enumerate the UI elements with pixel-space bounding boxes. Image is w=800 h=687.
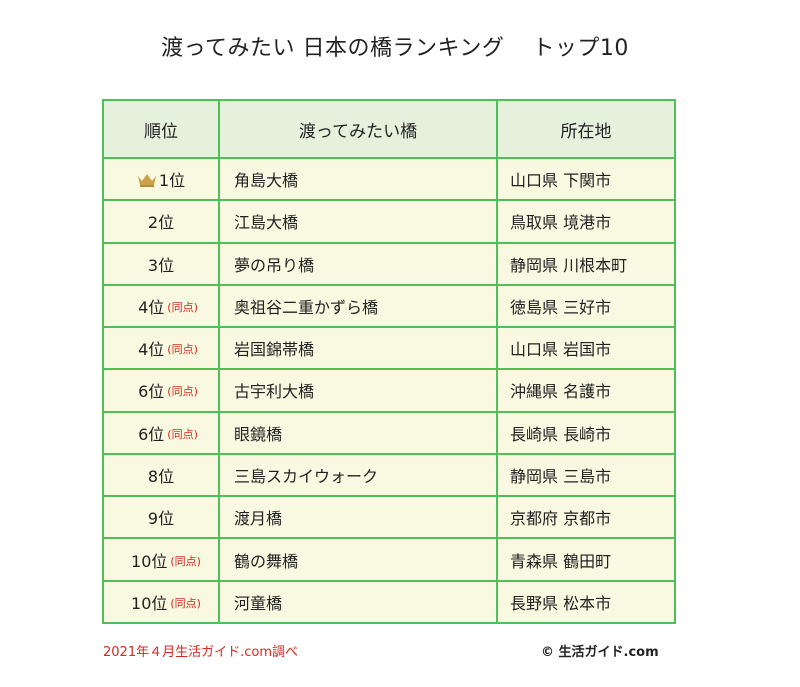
header-bridge: 渡ってみたい橋: [218, 99, 498, 159]
rank-cell: 3位: [102, 241, 220, 286]
rank-cell: 10位 (同点): [102, 579, 220, 625]
title-sub: トップ10: [532, 36, 629, 61]
table-row: 9位 渡月橋 京都府 京都市: [102, 495, 676, 540]
ranking-table: 順位 渡ってみたい橋 所在地 1位 角島大橋 山口県 下関市 2位 江島大橋 鳥…: [102, 99, 676, 625]
rank-label: 10位: [131, 593, 168, 613]
bridge-name: 岩国錦帯橋: [218, 326, 498, 371]
rank-label: 4位: [138, 340, 165, 360]
crown-icon: [137, 172, 157, 191]
bridge-name: 河童橋: [218, 579, 498, 625]
rank-label: 6位: [138, 382, 165, 402]
bridge-location: 鳥取県 境港市: [496, 199, 676, 244]
table-row: 10位 (同点) 河童橋 長野県 松本市: [102, 579, 676, 625]
tie-label: (同点): [167, 427, 198, 441]
bridge-name: 眼鏡橋: [218, 410, 498, 455]
header-rank: 順位: [102, 99, 220, 159]
table-header-row: 順位 渡ってみたい橋 所在地: [102, 99, 676, 159]
table-row: 4位 (同点) 奥祖谷二重かずら橋 徳島県 三好市: [102, 283, 676, 329]
tie-label: (同点): [167, 385, 198, 399]
bridge-location: 沖縄県 名護市: [496, 368, 676, 413]
header-location: 所在地: [496, 99, 676, 159]
bridge-location: 山口県 下関市: [496, 156, 676, 202]
table-row: 3位 夢の吊り橋 静岡県 川根本町: [102, 241, 676, 286]
bridge-name: 鶴の舞橋: [218, 537, 498, 582]
bridge-name: 角島大橋: [218, 156, 498, 202]
bridge-name: 古宇利大橋: [218, 368, 498, 413]
rank-label: 9位: [147, 509, 175, 529]
tie-label: (同点): [167, 343, 198, 357]
rank-cell: 2位: [102, 199, 220, 244]
tie-label: (同点): [170, 596, 201, 610]
bridge-location: 徳島県 三好市: [496, 283, 676, 329]
rank-cell: 9位: [102, 495, 220, 540]
rank-cell: 4位 (同点): [102, 326, 220, 371]
source-note: 2021年４月生活ガイド.com調べ: [103, 645, 298, 660]
rank-label: 1位: [158, 171, 186, 191]
table-row: 2位 江島大橋 鳥取県 境港市: [102, 199, 676, 244]
rank-label: 2位: [147, 213, 175, 233]
bridge-location: 長野県 松本市: [496, 579, 676, 625]
rank-cell: 10位 (同点): [102, 537, 220, 582]
copyright-note: © 生活ガイド.com: [541, 645, 659, 660]
table-row: 10位 (同点) 鶴の舞橋 青森県 鶴田町: [102, 537, 676, 582]
table-row: 8位 三島スカイウォーク 静岡県 三島市: [102, 452, 676, 498]
tie-label: (同点): [170, 554, 201, 568]
bridge-location: 静岡県 三島市: [496, 452, 676, 498]
rank-cell: 4位 (同点): [102, 283, 220, 329]
bridge-location: 静岡県 川根本町: [496, 241, 676, 286]
rank-cell: 8位: [102, 452, 220, 498]
bridge-location: 長崎県 長崎市: [496, 410, 676, 455]
bridge-name: 江島大橋: [218, 199, 498, 244]
rank-cell: 6位 (同点): [102, 410, 220, 455]
bridge-location: 京都府 京都市: [496, 495, 676, 540]
bridge-name: 渡月橋: [218, 495, 498, 540]
table-row: 1位 角島大橋 山口県 下関市: [102, 156, 676, 202]
bridge-name: 奥祖谷二重かずら橋: [218, 283, 498, 329]
bridge-name: 三島スカイウォーク: [218, 452, 498, 498]
tie-label: (同点): [167, 300, 198, 314]
bridge-name: 夢の吊り橋: [218, 241, 498, 286]
title-main: 渡ってみたい 日本の橋ランキング: [161, 36, 505, 61]
rank-label: 8位: [147, 466, 175, 486]
rank-label: 4位: [138, 297, 165, 317]
rank-cell: 6位 (同点): [102, 368, 220, 413]
bridge-location: 山口県 岩国市: [496, 326, 676, 371]
rank-cell: 1位: [102, 156, 220, 202]
table-row: 4位 (同点) 岩国錦帯橋 山口県 岩国市: [102, 326, 676, 371]
table-row: 6位 (同点) 古宇利大橋 沖縄県 名護市: [102, 368, 676, 413]
rank-label: 3位: [147, 255, 175, 275]
table-row: 6位 (同点) 眼鏡橋 長崎県 長崎市: [102, 410, 676, 455]
rank-label: 10位: [131, 551, 168, 571]
rank-label: 6位: [138, 424, 165, 444]
bridge-location: 青森県 鶴田町: [496, 537, 676, 582]
page-title: 渡ってみたい 日本の橋ランキング トップ10: [0, 30, 790, 62]
